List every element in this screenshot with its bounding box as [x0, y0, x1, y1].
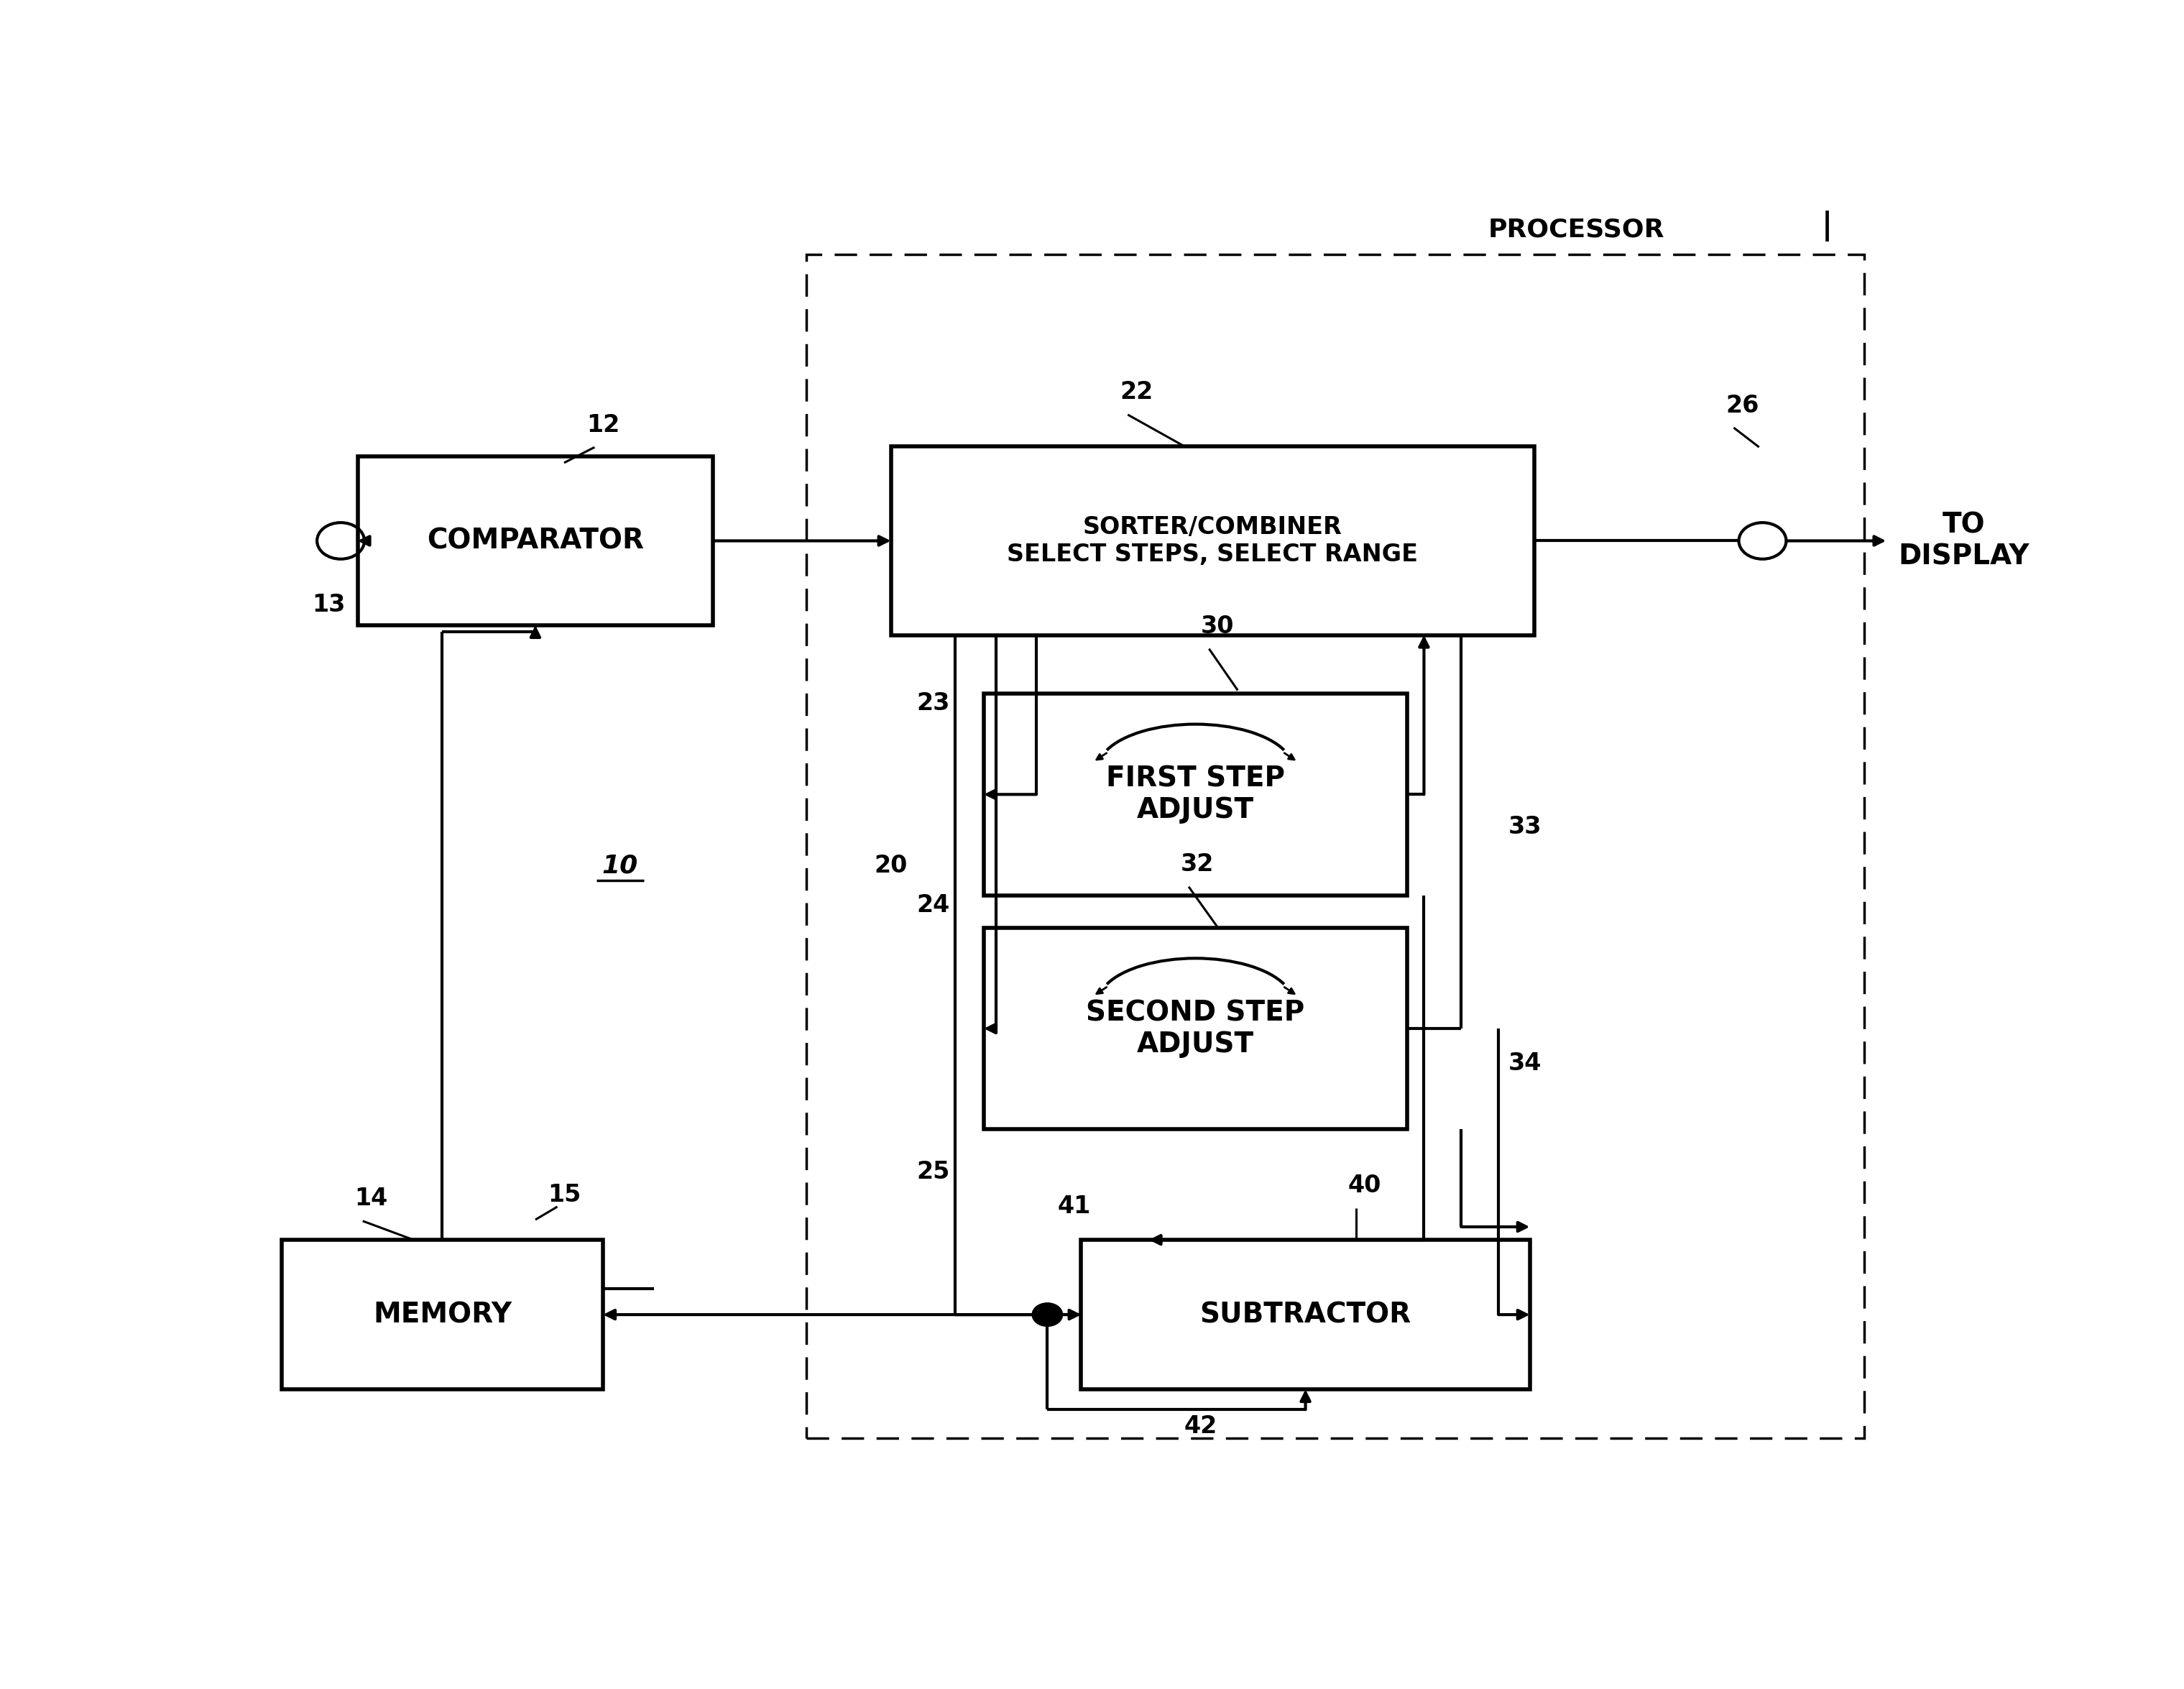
Bar [1081, 1240, 1529, 1390]
Text: 42: 42 [1184, 1415, 1216, 1439]
Bar [282, 1240, 603, 1390]
Text: 10: 10 [603, 853, 638, 878]
Circle shape [1033, 1302, 1064, 1326]
Text: SORTER/COMBINER
SELECT STEPS, SELECT RANGE: SORTER/COMBINER SELECT STEPS, SELECT RAN… [1007, 515, 1417, 566]
Text: MEMORY: MEMORY [373, 1301, 511, 1328]
Text: SECOND STEP
ADJUST: SECOND STEP ADJUST [1085, 1000, 1304, 1057]
Text: 41: 41 [1057, 1194, 1090, 1218]
Bar [358, 456, 712, 625]
Text: |: | [1821, 211, 1832, 242]
Text: 23: 23 [917, 691, 950, 714]
Text: SUBTRACTOR: SUBTRACTOR [1199, 1301, 1411, 1328]
Bar [983, 927, 1406, 1130]
Text: 22: 22 [1120, 380, 1153, 404]
Text: 40: 40 [1348, 1174, 1382, 1198]
Bar [806, 255, 1865, 1439]
Text: FIRST STEP
ADJUST: FIRST STEP ADJUST [1105, 765, 1284, 824]
Text: 32: 32 [1182, 853, 1214, 877]
Text: 20: 20 [874, 855, 906, 878]
Text: 13: 13 [312, 593, 345, 616]
Text: TO
DISPLAY: TO DISPLAY [1898, 512, 2029, 571]
Text: 26: 26 [1725, 394, 1758, 417]
Text: 15: 15 [548, 1182, 581, 1206]
Text: 34: 34 [1509, 1052, 1542, 1076]
Text: 30: 30 [1201, 615, 1234, 638]
Text: 14: 14 [354, 1187, 389, 1211]
Text: 12: 12 [587, 414, 620, 437]
Text: 24: 24 [917, 893, 950, 917]
Text: COMPARATOR: COMPARATOR [426, 527, 644, 554]
Text: 25: 25 [917, 1160, 950, 1184]
Text: 33: 33 [1509, 816, 1542, 839]
Text: PROCESSOR: PROCESSOR [1487, 218, 1664, 242]
Bar [983, 694, 1406, 895]
Bar [891, 446, 1533, 635]
